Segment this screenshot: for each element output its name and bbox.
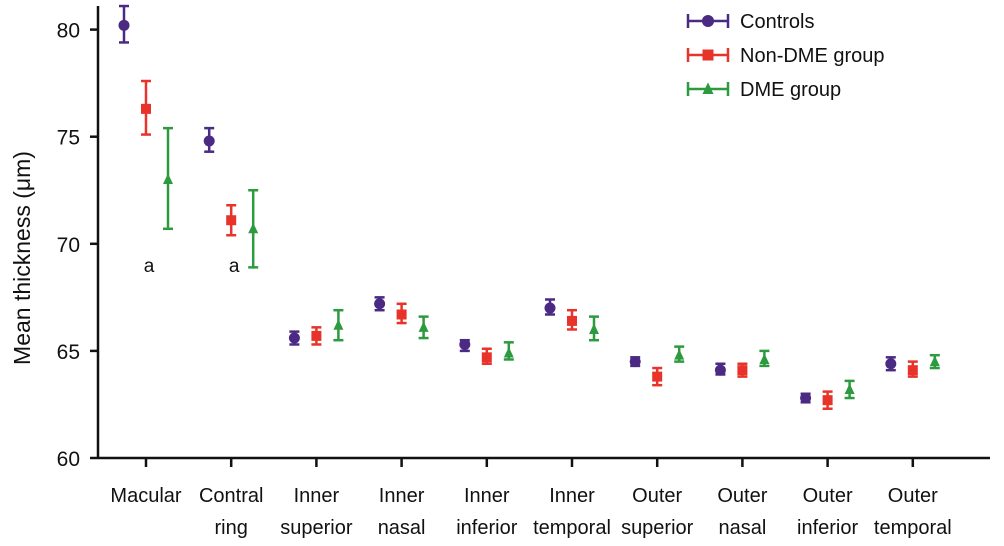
x-tick-label: Macular <box>110 485 181 507</box>
data-point <box>822 395 833 406</box>
significance-label: a <box>229 256 240 277</box>
x-tick-label: Inner <box>294 485 340 507</box>
axes: 60 65 70 75 80 Macular Contral ring Inner superio… <box>57 6 990 539</box>
data-point <box>929 355 940 367</box>
data-point <box>118 19 130 31</box>
data-point <box>374 298 386 310</box>
series-dme-group <box>163 126 940 400</box>
y-tick-label: 65 <box>57 341 80 364</box>
legend-label: DME group <box>740 79 841 101</box>
data-point <box>629 356 641 368</box>
data-point <box>885 358 897 370</box>
data-point <box>459 338 471 350</box>
x-tick-label: superior <box>280 517 353 539</box>
data-point <box>226 215 237 226</box>
legend: Controls Non-DME group DME group <box>686 11 885 101</box>
y-axis-title: Mean thickness (μm) <box>9 151 35 365</box>
data-point <box>333 319 344 330</box>
data-point <box>141 103 151 114</box>
data-point <box>567 315 577 326</box>
x-tick-label: Outer <box>888 485 938 507</box>
x-tick-label: nasal <box>378 517 426 539</box>
data-point <box>418 321 429 332</box>
x-tick-label: Contral <box>199 485 263 507</box>
legend-marker <box>701 14 715 28</box>
legend-marker <box>702 82 714 94</box>
x-tick-label: Outer <box>803 485 853 507</box>
data-point <box>737 365 748 376</box>
x-tick-label: inferior <box>456 517 517 539</box>
data-point <box>652 371 663 382</box>
data-point <box>311 330 322 341</box>
y-tick-label: 70 <box>57 234 80 257</box>
x-tick-label: Inner <box>379 485 425 507</box>
x-tick-label: Inner <box>464 485 510 507</box>
legend-item: Controls <box>686 11 814 33</box>
data-point <box>248 222 259 234</box>
series-layer <box>118 4 940 410</box>
y-tick-label: 75 <box>57 127 80 150</box>
x-tick-label: temporal <box>874 517 952 539</box>
legend-label: Controls <box>740 11 814 33</box>
legend-item: DME group <box>686 79 841 101</box>
x-tick-label: Inner <box>549 485 595 507</box>
data-point <box>844 383 855 394</box>
legend-item: Non-DME group <box>686 45 885 67</box>
x-tick-label: inferior <box>797 517 858 539</box>
y-tick-label: 60 <box>57 448 80 471</box>
x-tick-label: Outer <box>632 485 682 507</box>
x-tick-label: nasal <box>718 517 766 539</box>
data-point <box>481 352 492 363</box>
data-point <box>800 392 812 404</box>
data-point <box>203 135 215 147</box>
data-point <box>163 173 173 185</box>
x-tick-label: temporal <box>533 517 611 539</box>
data-point <box>589 323 599 334</box>
data-point <box>503 347 514 358</box>
legend-label: Non-DME group <box>740 45 885 67</box>
legend-marker <box>702 49 714 61</box>
data-point <box>544 302 556 314</box>
data-point <box>396 309 407 320</box>
data-point <box>674 349 685 360</box>
x-tick-label: ring <box>215 517 248 539</box>
series-controls <box>118 4 897 404</box>
series-non-dme-group <box>141 79 918 410</box>
data-point <box>759 353 770 364</box>
significance-label: a <box>144 256 155 277</box>
y-axis-title-group: Mean thickness (μm) <box>9 151 35 365</box>
x-tick-label: Outer <box>717 485 767 507</box>
data-point <box>907 365 918 376</box>
y-tick-label: 80 <box>57 20 80 43</box>
x-tick-label: superior <box>621 517 694 539</box>
data-point <box>714 364 726 376</box>
data-point <box>288 332 300 344</box>
